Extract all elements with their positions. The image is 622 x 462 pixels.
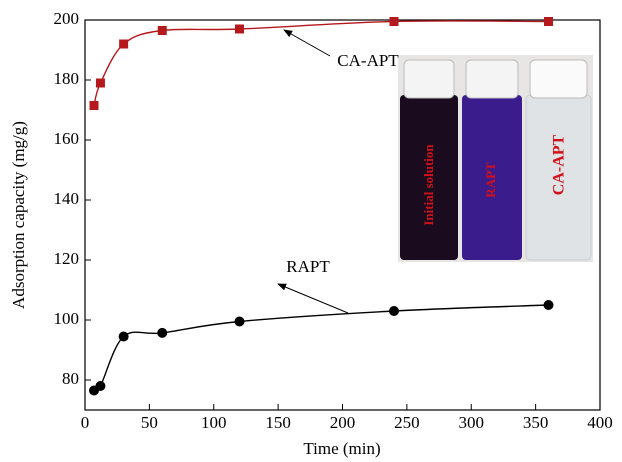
- x-axis-label: Time (min): [303, 439, 380, 458]
- y-tick-label: 140: [54, 189, 80, 208]
- chart: Initial solution RAPT CA-APT Time (min) …: [0, 0, 622, 462]
- x-tick-label: 250: [394, 413, 420, 432]
- y-axis-label: Adsorption capacity (mg/g): [9, 121, 28, 309]
- data-point: [544, 300, 554, 310]
- x-tick-label: 0: [81, 413, 90, 432]
- x-tick-label: 50: [141, 413, 158, 432]
- y-tick-label: 160: [54, 129, 80, 148]
- inset-label: RAPT: [483, 162, 498, 198]
- data-point: [95, 381, 105, 391]
- y-tick-label: 120: [54, 249, 80, 268]
- y-tick-label: 180: [54, 69, 80, 88]
- inset-photo: Initial solution RAPT CA-APT: [398, 55, 593, 262]
- data-point: [389, 306, 399, 316]
- data-point: [119, 40, 128, 49]
- x-tick-label: 400: [587, 413, 613, 432]
- data-point: [90, 101, 99, 110]
- series-annotation: RAPT: [286, 257, 330, 276]
- data-point: [390, 17, 399, 26]
- x-tick-label: 350: [523, 413, 549, 432]
- annotation-arrow: [278, 284, 348, 313]
- y-tick-label: 100: [54, 309, 80, 328]
- x-tick-label: 150: [265, 413, 291, 432]
- y-tick-label: 80: [62, 369, 79, 388]
- data-point: [96, 79, 105, 88]
- x-tick-label: 100: [201, 413, 227, 432]
- data-point: [119, 332, 129, 342]
- inset-label: Initial solution: [421, 144, 436, 226]
- annotation-arrow: [284, 30, 330, 56]
- data-point: [157, 328, 167, 338]
- x-tick-label: 300: [459, 413, 485, 432]
- data-point: [544, 17, 553, 26]
- data-point: [158, 26, 167, 35]
- inset-label: CA-APT: [551, 134, 568, 195]
- x-tick-label: 200: [330, 413, 356, 432]
- series-annotation: CA-APT: [337, 51, 399, 70]
- data-point: [235, 25, 244, 34]
- series-line: [94, 305, 548, 391]
- y-tick-label: 200: [54, 9, 80, 28]
- page: {"chart_data": {"type": "line", "x_label…: [0, 0, 622, 462]
- data-point: [235, 317, 245, 327]
